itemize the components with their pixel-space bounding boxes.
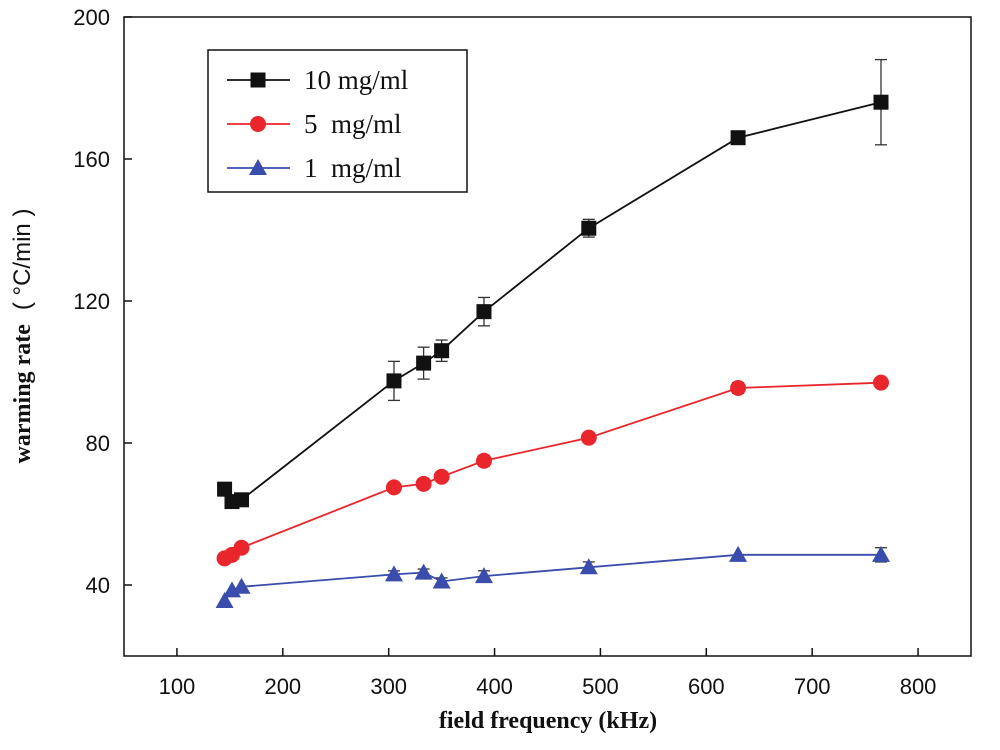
series-circle (216, 374, 890, 567)
legend: 10 mg/ml 5 mg/ml 1 mg/ml (207, 49, 468, 193)
data-point (873, 374, 890, 391)
data-point (872, 545, 891, 562)
data-point (232, 577, 251, 594)
data-point (434, 343, 450, 359)
data-point (415, 475, 432, 492)
x-tick-label: 700 (794, 674, 831, 699)
x-tick-label: 400 (476, 674, 513, 699)
data-point (730, 130, 746, 146)
x-axis-title: field frequency (kHz) (439, 708, 657, 734)
y-tick-label: 80 (86, 431, 110, 456)
x-tick-label: 800 (900, 674, 937, 699)
y-axis-title-main: warming rate (10, 324, 36, 464)
y-tick-label: 200 (73, 5, 110, 30)
data-point (433, 468, 450, 485)
y-axis-title-unit: ( °C/min ) (9, 209, 36, 311)
data-point (215, 591, 234, 608)
data-point (579, 558, 598, 575)
data-point (475, 452, 492, 469)
data-point (474, 567, 493, 584)
data-point (385, 479, 402, 496)
data-point (233, 539, 250, 556)
data-point (476, 304, 492, 320)
legend-item: 10 mg/ml (227, 65, 408, 95)
data-point (414, 563, 433, 580)
series-square (217, 58, 889, 510)
x-tick-label: 500 (582, 674, 619, 699)
legend-items: 10 mg/ml 5 mg/ml 1 mg/ml (227, 65, 408, 183)
data-point (729, 545, 748, 562)
plot-frame (123, 16, 972, 657)
legend-label: 10 mg/ml (304, 65, 408, 95)
data-point (730, 379, 747, 396)
data-point (416, 355, 432, 371)
legend-label: 1 mg/ml (304, 153, 402, 183)
data-point (217, 481, 233, 497)
data-point (873, 94, 889, 110)
y-axis-title: warming rate ( °C/min ) (9, 209, 36, 464)
y-tick-label: 40 (86, 573, 110, 598)
data-point (234, 492, 250, 508)
x-tick-label: 200 (264, 674, 301, 699)
x-tick-label: 300 (370, 674, 407, 699)
data-point (432, 572, 451, 589)
x-tick-label: 600 (688, 674, 725, 699)
series-line (223, 553, 881, 602)
series-line (224, 381, 882, 560)
data-point (581, 220, 597, 236)
y-tick-label: 160 (73, 147, 110, 172)
legend-item: 1 mg/ml (227, 153, 402, 183)
series-triangle (215, 545, 891, 608)
legend-marker (250, 72, 266, 88)
x-tick-label: 100 (159, 674, 196, 699)
y-tick-label: 120 (73, 289, 110, 314)
data-point (386, 373, 402, 389)
series-layer (215, 58, 891, 608)
y-axis-ticks: 40 80 120 160 200 (73, 5, 132, 598)
legend-marker (249, 159, 267, 175)
x-axis-ticks: 100 200 300 400 500 600 700 800 (159, 648, 937, 699)
data-point (384, 565, 403, 582)
legend-label: 5 mg/ml (304, 109, 402, 139)
legend-item: 5 mg/ml (227, 109, 402, 139)
legend-marker (250, 116, 266, 132)
data-point (580, 429, 597, 446)
